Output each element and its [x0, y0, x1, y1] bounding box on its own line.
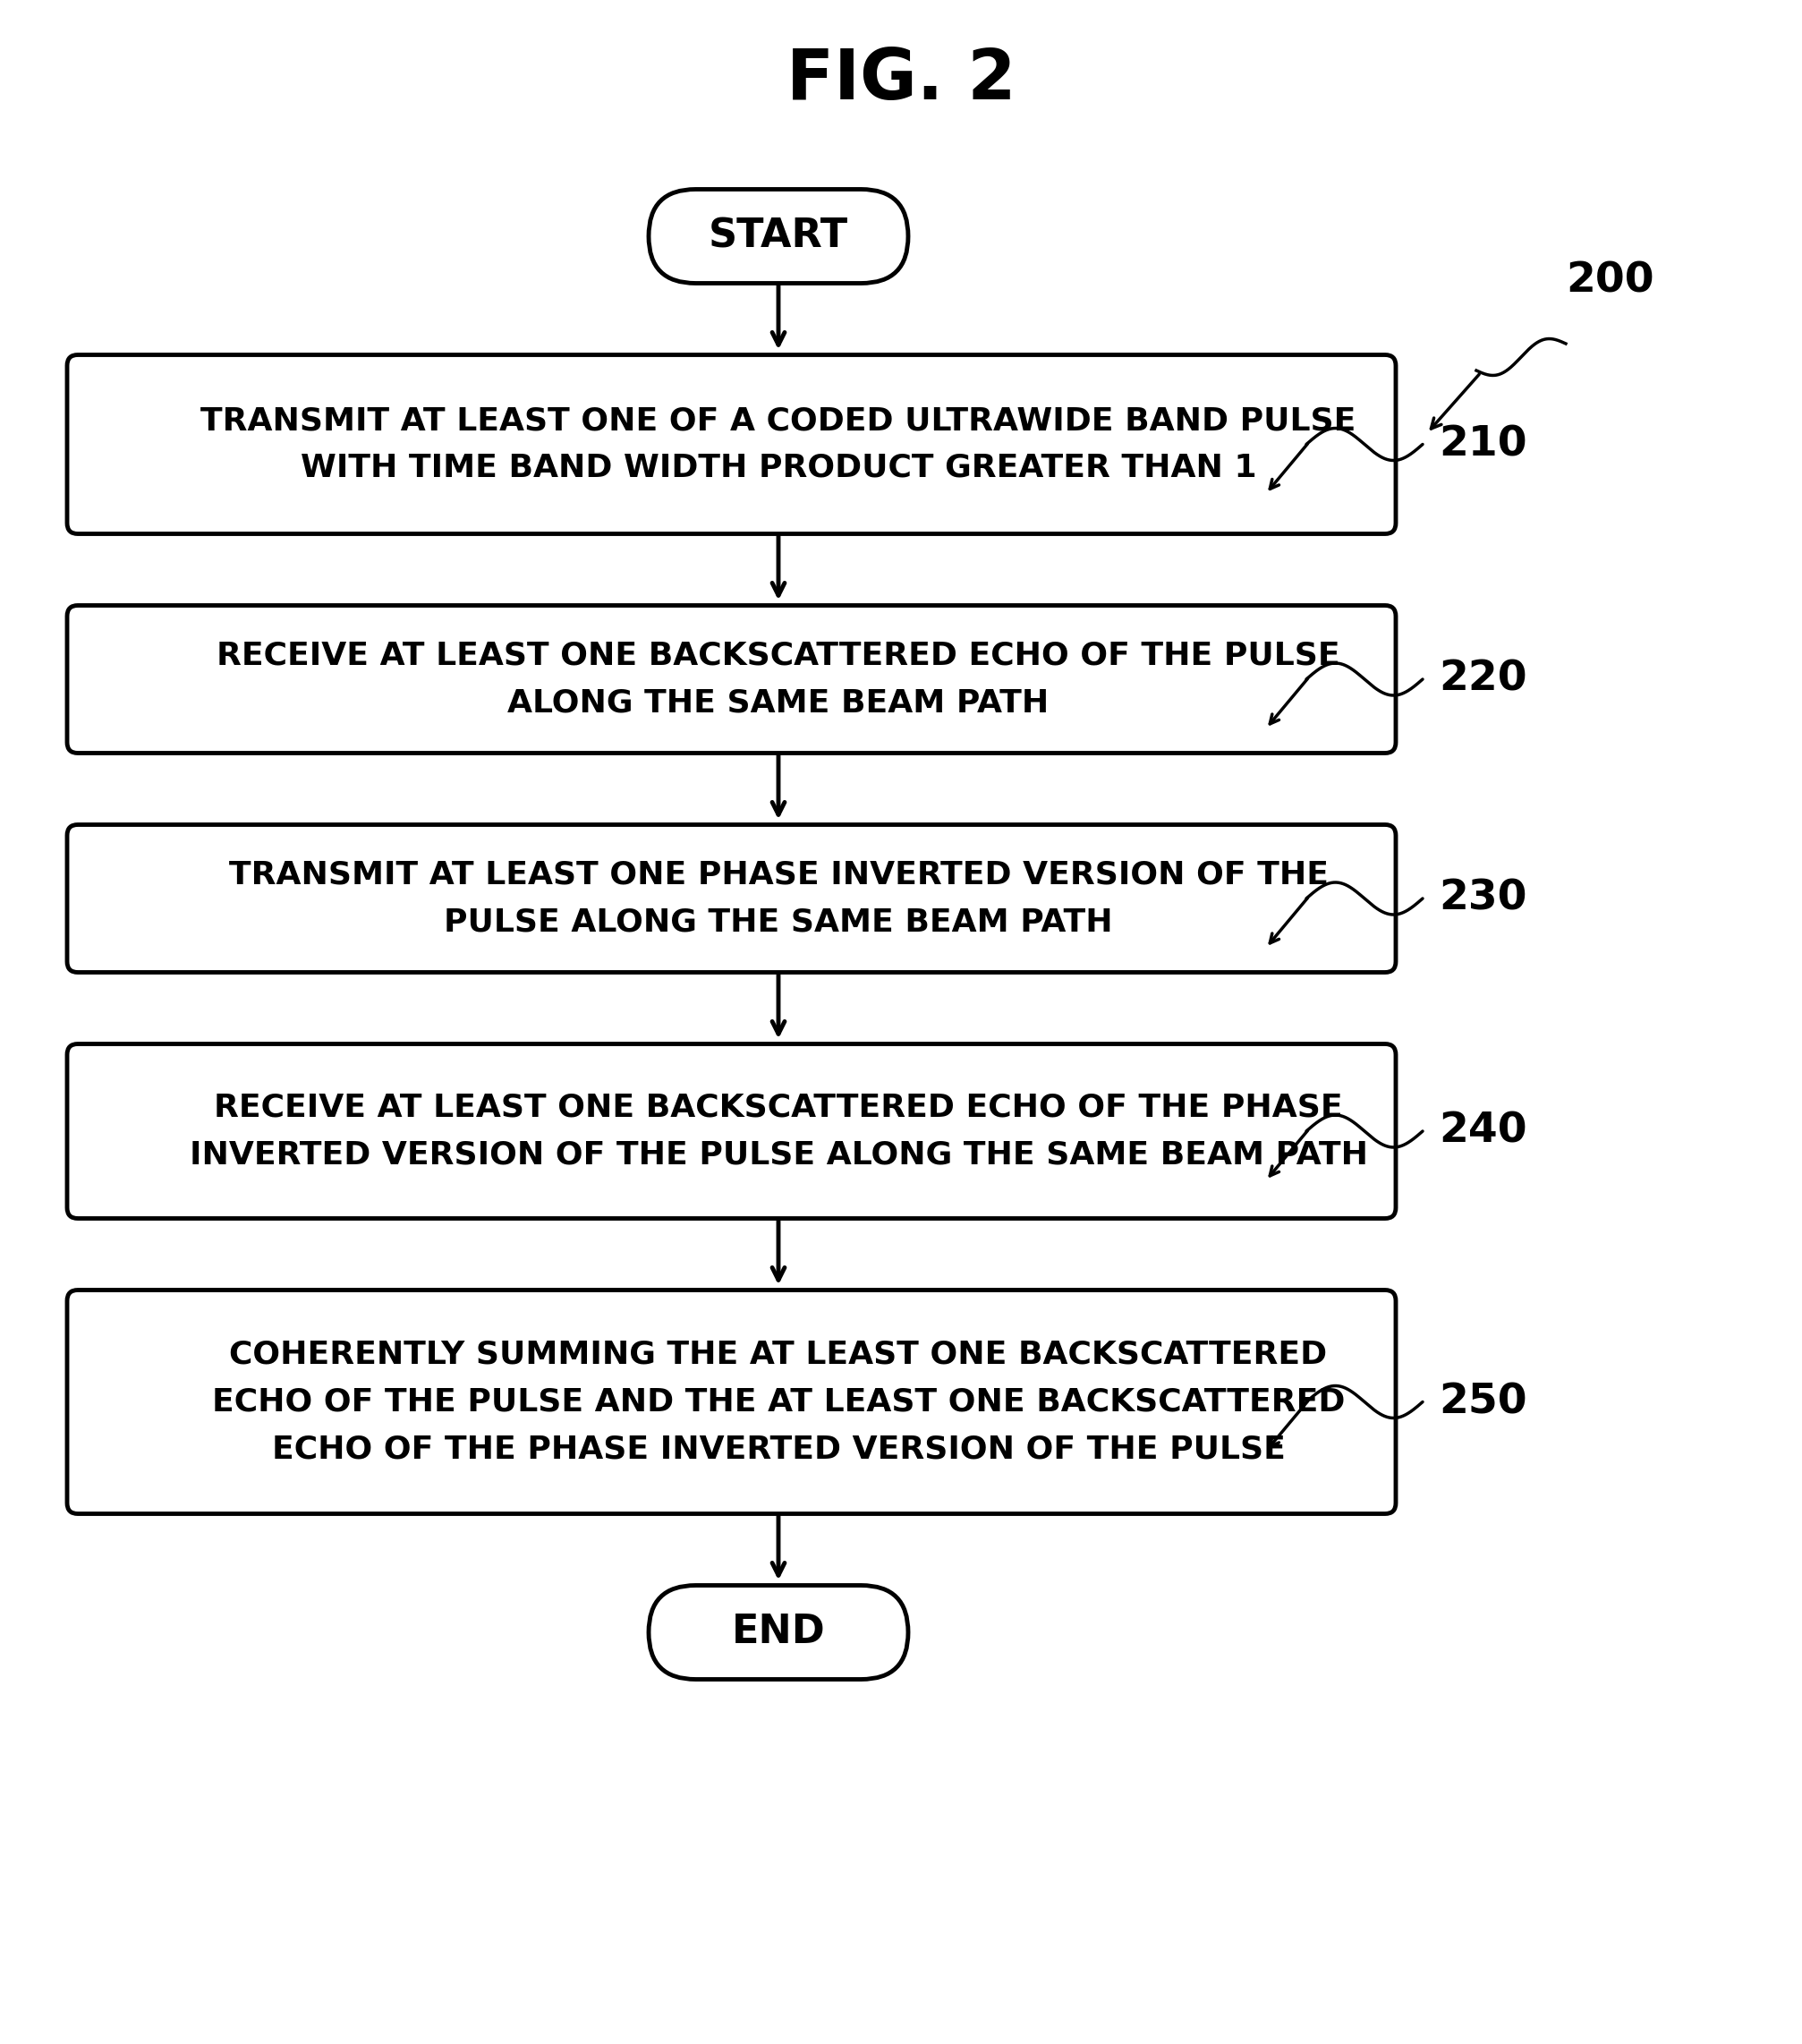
FancyBboxPatch shape — [67, 824, 1397, 973]
FancyBboxPatch shape — [67, 356, 1397, 533]
FancyBboxPatch shape — [649, 1586, 908, 1680]
FancyBboxPatch shape — [649, 190, 908, 284]
Text: END: END — [732, 1613, 825, 1652]
Text: COHERENTLY SUMMING THE AT LEAST ONE BACKSCATTERED
ECHO OF THE PULSE AND THE AT L: COHERENTLY SUMMING THE AT LEAST ONE BACK… — [213, 1339, 1344, 1464]
Text: FIG. 2: FIG. 2 — [786, 45, 1016, 114]
Text: 200: 200 — [1566, 262, 1654, 300]
Text: 240: 240 — [1438, 1112, 1526, 1151]
Text: TRANSMIT AT LEAST ONE OF A CODED ULTRAWIDE BAND PULSE
WITH TIME BAND WIDTH PRODU: TRANSMIT AT LEAST ONE OF A CODED ULTRAWI… — [200, 405, 1357, 482]
Text: 230: 230 — [1438, 879, 1526, 918]
Text: RECEIVE AT LEAST ONE BACKSCATTERED ECHO OF THE PHASE
INVERTED VERSION OF THE PUL: RECEIVE AT LEAST ONE BACKSCATTERED ECHO … — [189, 1091, 1368, 1169]
FancyBboxPatch shape — [67, 1290, 1397, 1515]
FancyBboxPatch shape — [67, 1044, 1397, 1218]
Text: RECEIVE AT LEAST ONE BACKSCATTERED ECHO OF THE PULSE
ALONG THE SAME BEAM PATH: RECEIVE AT LEAST ONE BACKSCATTERED ECHO … — [216, 640, 1341, 717]
Text: TRANSMIT AT LEAST ONE PHASE INVERTED VERSION OF THE
PULSE ALONG THE SAME BEAM PA: TRANSMIT AT LEAST ONE PHASE INVERTED VER… — [229, 861, 1328, 938]
Text: 210: 210 — [1438, 425, 1526, 464]
Text: 250: 250 — [1438, 1382, 1526, 1423]
Text: 220: 220 — [1438, 658, 1526, 699]
Text: START: START — [708, 217, 849, 256]
FancyBboxPatch shape — [67, 605, 1397, 752]
